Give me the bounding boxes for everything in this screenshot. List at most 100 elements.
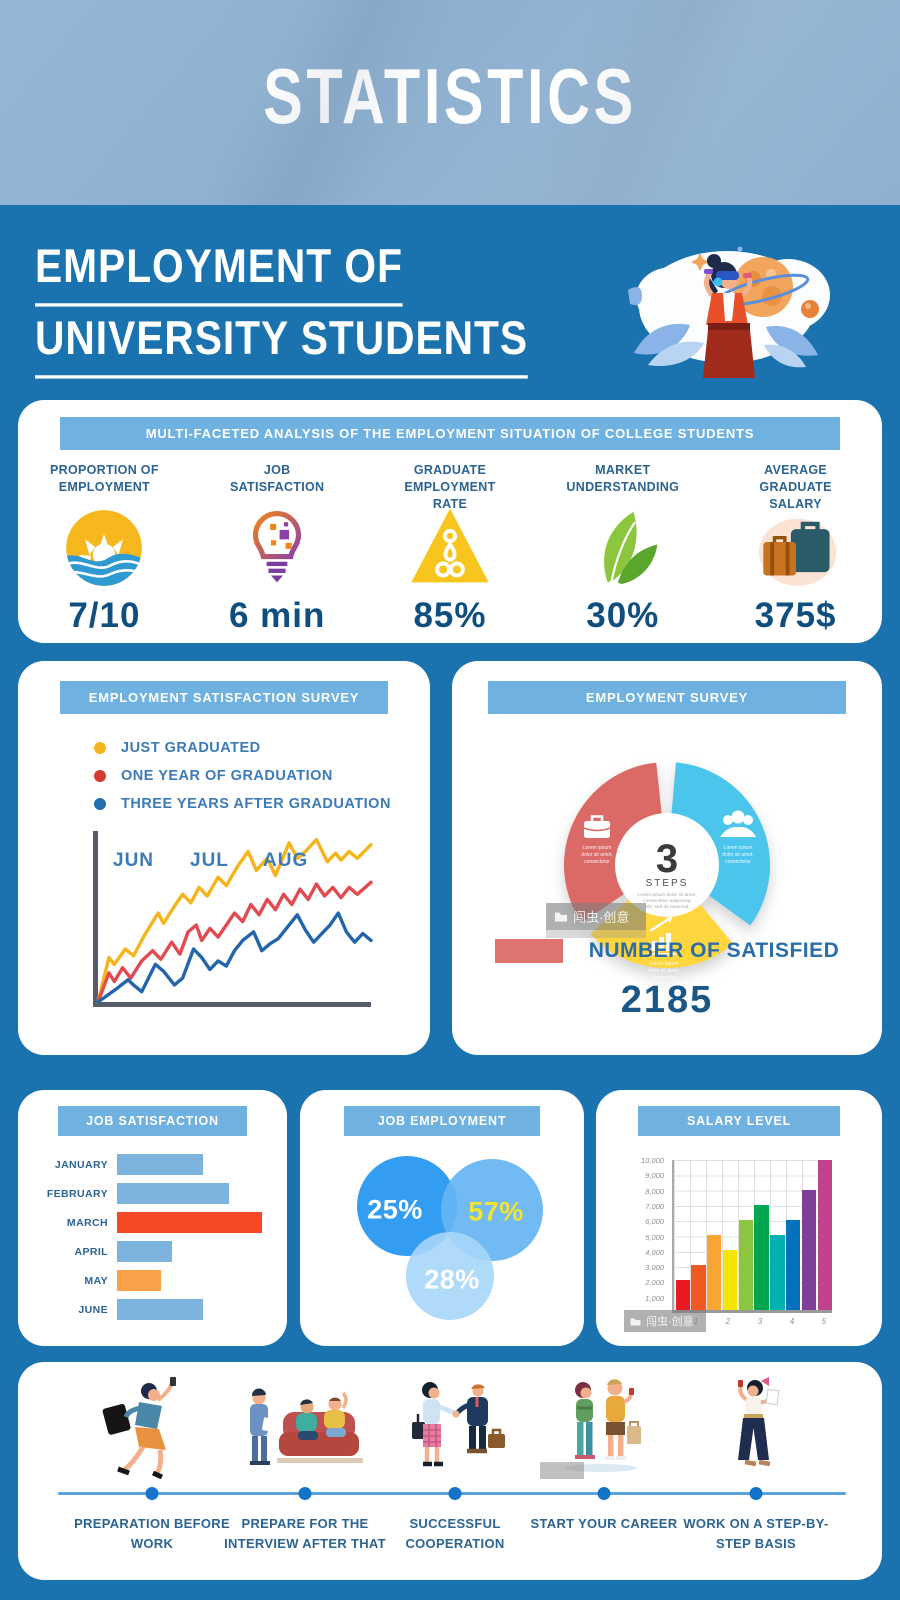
salary-y-tick: 10,000 xyxy=(641,1156,664,1165)
venn-value-25: 25% xyxy=(367,1194,423,1225)
salary-y-tick: 7,000 xyxy=(645,1201,664,1211)
salary-bar xyxy=(754,1205,769,1310)
page-title: STATISTICS xyxy=(263,52,637,140)
svg-text:elit, sed do eiusmod: elit, sed do eiusmod xyxy=(646,904,689,910)
survey-card-header: EMPLOYMENT SURVEY xyxy=(488,681,846,714)
satisfied-label: NUMBER OF SATISFIED xyxy=(588,939,840,962)
stat-value: 375$ xyxy=(754,596,837,635)
bar-row-february: FEBRUARY xyxy=(18,1179,287,1208)
bar-row-january: JANUARY xyxy=(18,1150,287,1179)
salary-bar xyxy=(801,1190,817,1310)
satisfied-swatch xyxy=(494,939,563,963)
x-axis-label-jun: JUN xyxy=(113,850,155,871)
legend-item-three-years: THREE YEARS AFTER GRADUATION xyxy=(94,796,430,812)
venn-value-57: 57% xyxy=(468,1196,524,1227)
salary-bar xyxy=(675,1280,690,1310)
line-chart-legend: JUST GRADUATED ONE YEAR OF GRADUATION TH… xyxy=(94,740,430,812)
salary-y-tick: 6,000 xyxy=(645,1217,664,1227)
small-stock-watermark xyxy=(540,1462,584,1479)
subtitle-line1: EMPLOYMENT OF xyxy=(35,239,403,307)
job-employment-card: JOB EMPLOYMENT 25% 57% 28% xyxy=(300,1090,584,1346)
briefcase-icon xyxy=(583,815,611,838)
salary-y-tick: 4,000 xyxy=(645,1247,664,1257)
svg-text:consectetur adipiscing: consectetur adipiscing xyxy=(643,898,691,904)
salary-level-header: SALARY LEVEL xyxy=(638,1106,840,1136)
timeline-step-label-2: PREPARE FOR THE INTERVIEW AFTER THAT xyxy=(224,1516,386,1552)
timeline-step-label-4: START YOUR CAREER xyxy=(530,1516,678,1531)
salary-level-card: SALARY LEVEL 10,000 9,000 8,000 7,000 6,000 5… xyxy=(596,1090,882,1346)
salary-y-tick: 2,000 xyxy=(645,1278,664,1288)
salary-bar xyxy=(738,1220,753,1310)
red-dot-icon xyxy=(94,770,106,782)
leaf-icon xyxy=(580,504,666,592)
subtitle-line2: UNIVERSITY STUDENTS xyxy=(35,311,529,379)
analysis-card-header: MULTI-FACETED ANALYSIS OF THE EMPLOYMENT… xyxy=(60,417,840,450)
bar-march xyxy=(117,1212,262,1233)
salary-y-tick: 3,000 xyxy=(645,1263,664,1273)
line-series xyxy=(98,882,371,1002)
salary-bar xyxy=(707,1235,722,1310)
handshake-illustration xyxy=(380,1376,530,1484)
x-axis-label-aug: AUG xyxy=(263,850,309,871)
timeline-step-label-3: SUCCESSFUL COOPERATION xyxy=(405,1516,505,1552)
stock-watermark: 闯虫·创意 xyxy=(624,1310,706,1332)
salary-y-tick: 5,000 xyxy=(645,1232,664,1242)
interview-couch-illustration xyxy=(230,1376,380,1484)
stat-value: 30% xyxy=(586,596,660,635)
analysis-card: MULTI-FACETED ANALYSIS OF THE EMPLOYMENT… xyxy=(18,400,882,643)
growth-chart-icon xyxy=(648,915,676,955)
salary-bar xyxy=(722,1250,738,1310)
folder-icon xyxy=(554,912,568,922)
line-series xyxy=(98,913,371,1002)
subtitle-block: EMPLOYMENT OF UNIVERSITY STUDENTS xyxy=(35,239,543,387)
satisfied-count: 2185 xyxy=(620,979,714,1021)
stat-average-graduate-salary: AVERAGE GRADUATE SALARY 375$ xyxy=(709,462,882,636)
folder-icon xyxy=(630,1317,641,1326)
svg-text:dolor sit amet,: dolor sit amet, xyxy=(581,852,612,858)
woman-checklist-illustration xyxy=(681,1376,831,1484)
svg-text:consectetur: consectetur xyxy=(584,859,610,865)
pyramid-icon xyxy=(407,504,493,592)
stat-job-satisfaction: JOB SATISFACTION 6 min xyxy=(228,463,326,635)
stat-value: 6 min xyxy=(228,596,326,635)
top-banner: STATISTICS xyxy=(0,0,900,205)
salary-y-tick: 9,000 xyxy=(645,1171,664,1181)
bar-june xyxy=(117,1299,203,1320)
svg-text:Lorem ipsum: Lorem ipsum xyxy=(650,961,679,967)
stats-row: PROPORTION OF EMPLOYMENT xyxy=(18,462,882,636)
stock-watermark: 闯虫·创意 xyxy=(546,903,646,938)
salary-bar xyxy=(786,1220,801,1310)
timeline-step-label-5: WORK ON A STEP-BY-STEP BASIS xyxy=(683,1516,829,1552)
timeline-step-label-1: PREPARATION BEFORE WORK xyxy=(74,1516,230,1552)
idea-head-icon xyxy=(234,504,320,592)
venn-circle-28 xyxy=(406,1232,494,1320)
running-woman-illustration xyxy=(77,1376,227,1484)
svg-text:consectetur: consectetur xyxy=(725,859,751,865)
career-steps-timeline-card: PREPARATION BEFORE WORK PREPARE FOR THE … xyxy=(18,1362,882,1580)
satisfaction-survey-card: EMPLOYMENT SATISFACTION SURVEY JUST GRAD… xyxy=(18,661,430,1055)
salary-y-tick: 1,000 xyxy=(645,1293,664,1303)
vr-girl-planets-illustration xyxy=(620,235,835,385)
job-satisfaction-bar-chart: JANUARY FEBRUARY MARCH APRIL MAY JUNE xyxy=(18,1150,287,1324)
suitcases-icon xyxy=(753,504,839,592)
bar-april xyxy=(117,1241,173,1262)
timeline-dot-2 xyxy=(298,1487,312,1500)
stat-value: 85% xyxy=(413,596,487,635)
salary-y-tick: 8,000 xyxy=(645,1186,664,1196)
timeline-dot-5 xyxy=(749,1487,763,1500)
timeline-dot-4 xyxy=(597,1487,611,1500)
line-series xyxy=(98,840,371,1002)
salary-bar-chart xyxy=(672,1160,832,1313)
timeline-dot-1 xyxy=(145,1487,159,1500)
small-planet-icon xyxy=(801,300,819,318)
sun-wave-icon xyxy=(61,504,147,592)
bar-row-may: MAY xyxy=(18,1266,287,1295)
legend-item-one-year: ONE YEAR OF GRADUATION xyxy=(94,768,430,784)
svg-text:Lorem ipsum: Lorem ipsum xyxy=(724,845,753,851)
job-employment-venn-diagram: 25% 57% 28% xyxy=(300,1136,584,1326)
x-axis-label-jul: JUL xyxy=(190,850,229,871)
timeline-dot-3 xyxy=(448,1487,462,1500)
donut-center-label: STEPS xyxy=(646,878,689,889)
employment-survey-card: EMPLOYMENT SURVEY Lorem ipsum dolor sit … xyxy=(452,661,882,1055)
blue-dot-icon xyxy=(94,798,106,810)
